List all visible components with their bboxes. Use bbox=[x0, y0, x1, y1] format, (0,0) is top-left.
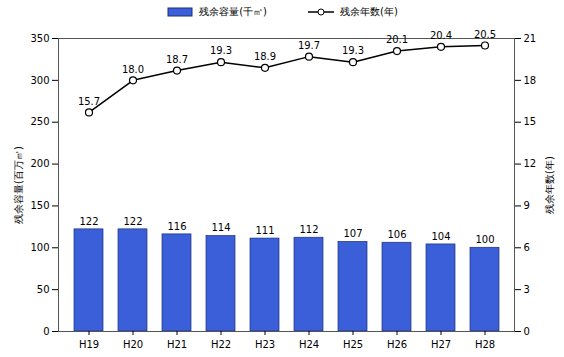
svg-text:H21: H21 bbox=[167, 339, 187, 350]
svg-text:112: 112 bbox=[299, 224, 318, 235]
svg-text:122: 122 bbox=[123, 216, 142, 227]
svg-text:150: 150 bbox=[30, 200, 49, 211]
svg-text:300: 300 bbox=[30, 75, 49, 86]
svg-text:100: 100 bbox=[30, 242, 49, 253]
svg-text:H19: H19 bbox=[79, 339, 99, 350]
svg-text:116: 116 bbox=[167, 221, 186, 232]
svg-text:H20: H20 bbox=[123, 339, 143, 350]
svg-text:12: 12 bbox=[524, 158, 537, 169]
svg-text:250: 250 bbox=[30, 116, 49, 127]
svg-text:H22: H22 bbox=[211, 339, 231, 350]
svg-text:15.7: 15.7 bbox=[78, 96, 100, 107]
svg-text:18: 18 bbox=[524, 75, 537, 86]
svg-text:0: 0 bbox=[524, 326, 530, 337]
svg-text:111: 111 bbox=[255, 225, 274, 236]
svg-text:19.3: 19.3 bbox=[210, 45, 232, 56]
svg-text:18.0: 18.0 bbox=[122, 64, 144, 75]
svg-text:H23: H23 bbox=[255, 339, 275, 350]
svg-text:200: 200 bbox=[30, 158, 49, 169]
svg-text:107: 107 bbox=[343, 228, 362, 239]
svg-text:21: 21 bbox=[524, 33, 537, 44]
svg-text:残余容量(百万㎥): 残余容量(百万㎥) bbox=[13, 146, 24, 224]
svg-text:H25: H25 bbox=[343, 339, 363, 350]
svg-text:残余年数(年): 残余年数(年) bbox=[544, 156, 555, 214]
svg-text:19.3: 19.3 bbox=[342, 45, 364, 56]
svg-text:20.4: 20.4 bbox=[430, 30, 452, 41]
svg-text:104: 104 bbox=[431, 231, 450, 242]
svg-text:106: 106 bbox=[387, 229, 406, 240]
svg-text:50: 50 bbox=[37, 284, 50, 295]
svg-text:6: 6 bbox=[524, 242, 530, 253]
svg-text:114: 114 bbox=[211, 222, 230, 233]
svg-text:3: 3 bbox=[524, 284, 530, 295]
svg-text:19.7: 19.7 bbox=[298, 40, 320, 51]
svg-text:9: 9 bbox=[524, 200, 530, 211]
svg-text:20.1: 20.1 bbox=[386, 34, 408, 45]
svg-text:H27: H27 bbox=[431, 339, 451, 350]
html-text:残余年数(年): 残余年数(年) bbox=[340, 6, 398, 17]
svg-text:122: 122 bbox=[79, 216, 98, 227]
svg-text:0: 0 bbox=[43, 326, 49, 337]
svg-text:350: 350 bbox=[30, 33, 49, 44]
svg-text:H24: H24 bbox=[299, 339, 319, 350]
html-text:残余容量(千㎥): 残余容量(千㎥) bbox=[199, 6, 267, 17]
svg-text:H26: H26 bbox=[387, 339, 407, 350]
svg-text:H28: H28 bbox=[475, 339, 495, 350]
svg-text:18.7: 18.7 bbox=[166, 54, 188, 65]
svg-text:20.5: 20.5 bbox=[474, 29, 496, 40]
svg-text:15: 15 bbox=[524, 116, 537, 127]
svg-text:100: 100 bbox=[475, 234, 494, 245]
svg-text:18.9: 18.9 bbox=[254, 51, 276, 62]
